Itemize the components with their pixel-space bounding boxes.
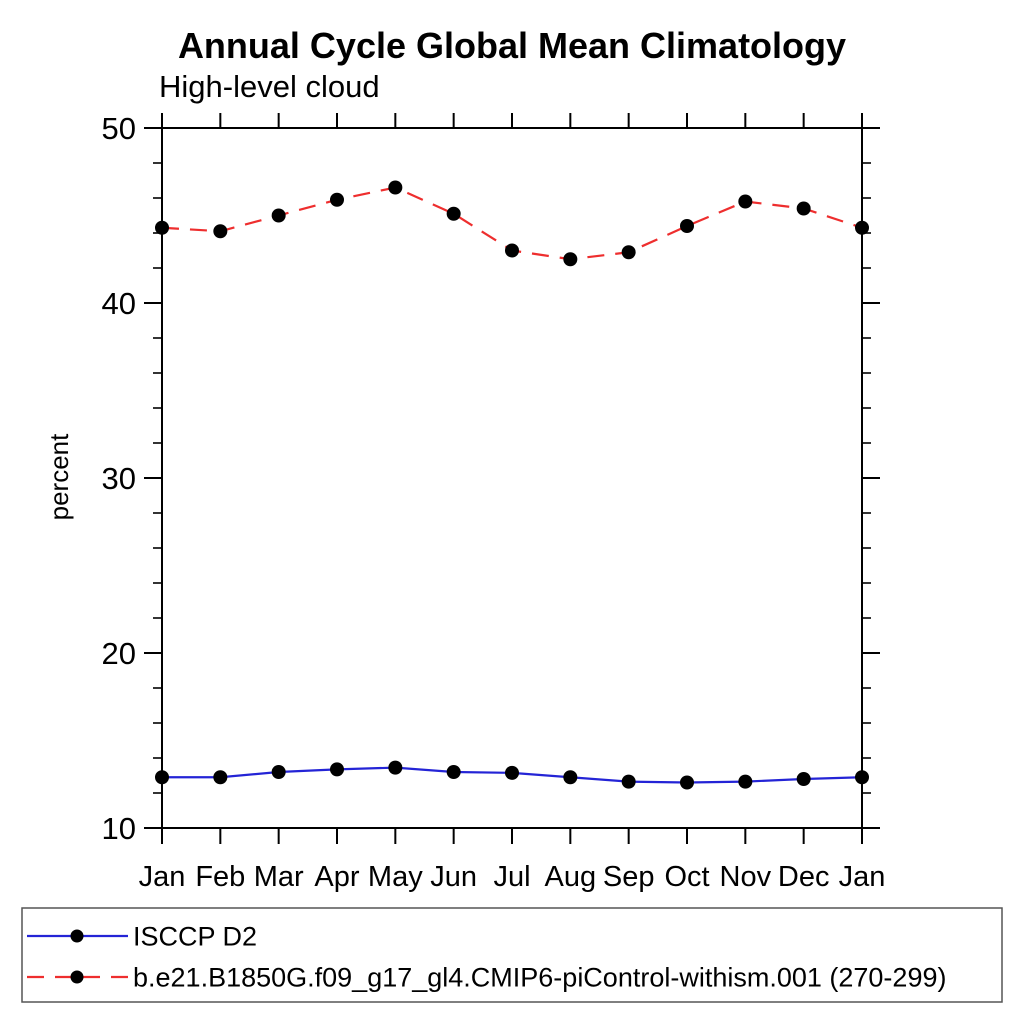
y-tick-label: 20 — [102, 636, 136, 671]
plot-axes: Jan Feb Mar Apr May Jun Jul Aug Sep Oct Nov Dec Jan1… — [102, 111, 886, 893]
month-label: Nov — [720, 861, 772, 893]
data-point-marker — [738, 774, 753, 789]
data-point-marker — [796, 772, 811, 786]
y-tick-label: 10 — [102, 811, 136, 846]
legend-box — [21, 907, 1003, 1003]
chart-subtitle: High-level cloud — [159, 69, 380, 104]
y-tick-label: 30 — [102, 461, 136, 496]
month-label: Dec — [778, 861, 830, 893]
data-point-marker — [213, 770, 228, 785]
y-tick-label: 50 — [102, 111, 136, 146]
month-label: Mar — [254, 861, 304, 893]
month-label: Jul — [493, 861, 530, 893]
data-point-marker — [388, 760, 403, 775]
month-label: Oct — [664, 861, 709, 893]
data-point-marker — [446, 765, 461, 779]
data-point-marker — [505, 765, 519, 780]
data-point-marker — [563, 252, 578, 267]
legend-label: b.e21.B1850G.f09_g17_gl4.CMIP6-piControl… — [133, 962, 946, 992]
data-point-marker — [680, 219, 694, 233]
data-point-marker — [330, 192, 344, 207]
y-tick-label: 40 — [102, 286, 136, 321]
month-label: May — [368, 861, 423, 893]
data-point-marker — [621, 774, 636, 789]
data-point-marker — [213, 224, 228, 239]
data-point-marker — [388, 180, 403, 195]
data-point-marker — [505, 243, 519, 258]
plot-frame — [161, 127, 863, 829]
data-point-marker — [563, 770, 578, 785]
data-point-marker — [271, 208, 286, 223]
month-label: Jan — [839, 861, 886, 893]
data-point-marker — [155, 770, 169, 785]
month-label: Jan — [139, 861, 186, 893]
chart-legend: ISCCP D2 b.e21.B1850G.f09_g17_gl4.CMIP6-p… — [21, 907, 1003, 1003]
legend-label: ISCCP D2 — [133, 921, 257, 951]
month-label: Apr — [314, 861, 359, 893]
data-point-marker — [796, 201, 811, 216]
month-label: Aug — [545, 861, 597, 893]
y-axis-title: percent — [44, 433, 74, 520]
data-point-marker — [621, 245, 636, 260]
data-point-marker — [855, 220, 869, 235]
month-label: Jun — [430, 861, 477, 893]
data-point-marker — [330, 762, 344, 777]
month-label: Feb — [195, 861, 245, 893]
chart-title: Annual Cycle Global Mean Climatology — [178, 25, 846, 66]
data-point-marker — [855, 770, 869, 785]
data-point-marker — [155, 220, 169, 235]
legend-marker — [70, 929, 84, 943]
data-point-marker — [271, 765, 286, 779]
data-point-marker — [738, 194, 753, 209]
legend-marker — [70, 970, 84, 984]
plot-series — [155, 180, 869, 790]
data-point-marker — [446, 206, 461, 221]
month-label: Sep — [603, 861, 655, 893]
data-point-marker — [680, 775, 694, 790]
